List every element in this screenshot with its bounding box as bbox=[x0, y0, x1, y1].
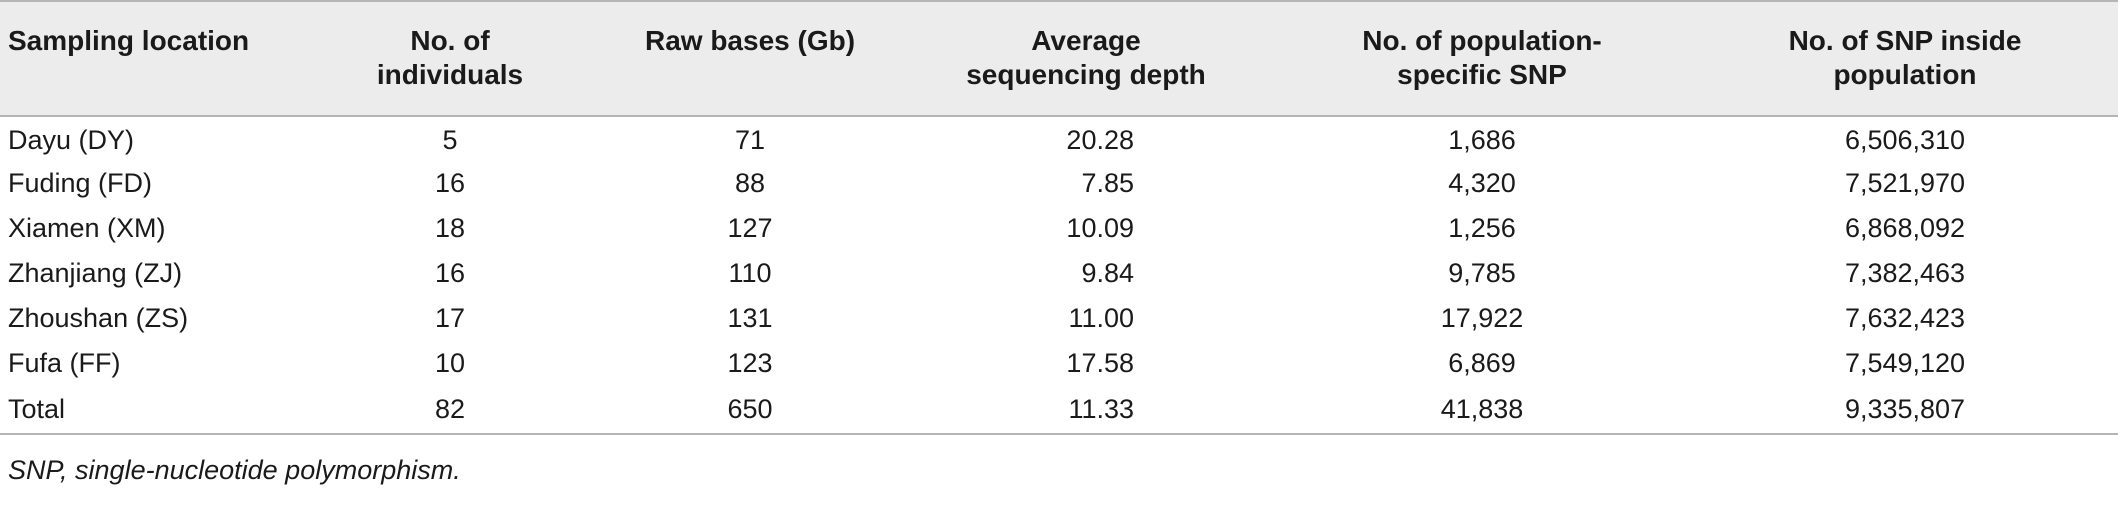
data-table: Sampling location No. of individuals Raw… bbox=[0, 0, 2118, 435]
cell-snp-inside-population: 7,521,970 bbox=[1844, 168, 1966, 198]
header-raw-bases: Raw bases (Gb) bbox=[600, 0, 900, 117]
cell-raw-bases: 110 bbox=[728, 258, 772, 288]
cell-depth: 11.00 bbox=[900, 296, 1272, 341]
cell-snp-inside-population: 7,632,423 bbox=[1844, 303, 1966, 333]
table-row: Fuding (FD) 16 88 7.85 4,320 7,521,970 bbox=[0, 161, 2118, 206]
cell-population-specific-snp: 9,785 bbox=[1448, 258, 1516, 288]
table-row: Dayu (DY) 5 71 20.28 1,686 6,506,310 bbox=[0, 116, 2118, 161]
cell-raw-bases: 71 bbox=[734, 124, 766, 155]
cell-depth: 17.58 bbox=[900, 341, 1272, 386]
table-row: Xiamen (XM) 18 127 10.09 1,256 6,868,092 bbox=[0, 206, 2118, 251]
depth-value: 10.09 bbox=[1066, 213, 1134, 243]
header-population-specific-snp: No. of population- specific SNP bbox=[1272, 0, 1692, 117]
cell-individuals: 16 bbox=[434, 168, 466, 198]
cell-raw-bases: 131 bbox=[727, 303, 773, 333]
cell-location: Fuding (FD) bbox=[8, 168, 153, 198]
header-sequencing-depth: Average sequencing depth bbox=[900, 0, 1272, 117]
depth-value: 17.58 bbox=[1066, 348, 1134, 378]
cell-raw-bases: 123 bbox=[727, 348, 773, 378]
cell-population-specific-snp: 41,838 bbox=[1272, 386, 1692, 435]
cell-depth: 7.85 bbox=[900, 161, 1272, 206]
depth-value: 11.00 bbox=[1068, 303, 1134, 333]
header-individuals: No. of individuals bbox=[300, 0, 600, 117]
depth-value: 7.85 bbox=[1081, 168, 1134, 198]
cell-depth: 9.84 bbox=[900, 251, 1272, 296]
cell-location: Zhanjiang (ZJ) bbox=[8, 258, 183, 288]
depth-value: 11.33 bbox=[1068, 394, 1134, 424]
header-snp-inside-population: No. of SNP inside population bbox=[1692, 0, 2118, 117]
cell-depth: 20.28 bbox=[900, 116, 1272, 161]
cell-depth: 11.33 bbox=[900, 386, 1272, 435]
cell-individuals: 82 bbox=[300, 386, 600, 435]
cell-individuals: 5 bbox=[442, 124, 458, 155]
cell-individuals: 16 bbox=[434, 258, 466, 288]
cell-snp-inside-population: 7,382,463 bbox=[1844, 258, 1966, 288]
table-footnote: SNP, single-nucleotide polymorphism. bbox=[8, 455, 461, 485]
depth-value: 20.28 bbox=[1066, 124, 1134, 155]
cell-snp-inside-population: 6,868,092 bbox=[1844, 213, 1966, 243]
cell-snp-inside-population: 6,506,310 bbox=[1844, 124, 1966, 155]
cell-raw-bases: 650 bbox=[600, 386, 900, 435]
cell-population-specific-snp: 17,922 bbox=[1440, 303, 1524, 333]
header-sampling-location: Sampling location bbox=[0, 0, 300, 117]
cell-individuals: 10 bbox=[434, 348, 466, 378]
cell-raw-bases: 127 bbox=[727, 213, 773, 243]
cell-individuals: 17 bbox=[434, 303, 466, 333]
cell-location: Xiamen (XM) bbox=[8, 213, 166, 243]
cell-population-specific-snp: 1,686 bbox=[1448, 124, 1516, 155]
header-row: Sampling location No. of individuals Raw… bbox=[0, 0, 2118, 117]
cell-population-specific-snp: 6,869 bbox=[1448, 348, 1516, 378]
table-row: Zhanjiang (ZJ) 16 110 9.84 9,785 7,382,4… bbox=[0, 251, 2118, 296]
cell-depth: 10.09 bbox=[900, 206, 1272, 251]
cell-raw-bases: 88 bbox=[734, 168, 766, 198]
depth-value: 9.84 bbox=[1081, 258, 1134, 288]
cell-snp-inside-population: 7,549,120 bbox=[1844, 348, 1966, 378]
cell-location: Total bbox=[0, 386, 300, 435]
table-row: Zhoushan (ZS) 17 131 11.00 17,922 7,632,… bbox=[0, 296, 2118, 341]
cell-location: Dayu (DY) bbox=[8, 124, 135, 155]
cell-location: Fufa (FF) bbox=[8, 348, 121, 378]
total-row: Total 82 650 11.33 41,838 9,335,807 bbox=[0, 386, 2118, 435]
table-row: Fufa (FF) 10 123 17.58 6,869 7,549,120 bbox=[0, 341, 2118, 386]
cell-location: Zhoushan (ZS) bbox=[8, 303, 189, 333]
cell-population-specific-snp: 1,256 bbox=[1448, 213, 1516, 243]
cell-population-specific-snp: 4,320 bbox=[1448, 168, 1516, 198]
cell-snp-inside-population: 9,335,807 bbox=[1692, 386, 2118, 435]
cell-individuals: 18 bbox=[434, 213, 466, 243]
